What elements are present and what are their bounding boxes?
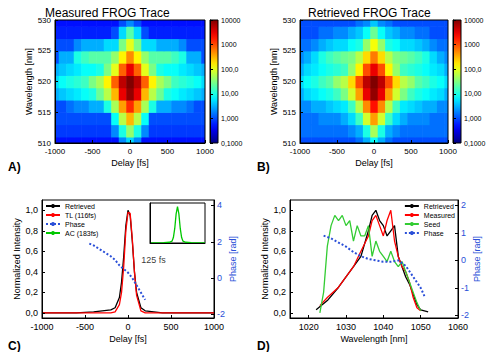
svg-text:0,4: 0,4 bbox=[25, 267, 38, 277]
svg-text:D): D) bbox=[257, 339, 270, 352]
svg-text:Wavelength [nm]: Wavelength [nm] bbox=[24, 48, 34, 115]
svg-text:-500: -500 bbox=[76, 322, 94, 332]
svg-text:Normalized Intensity: Normalized Intensity bbox=[260, 218, 270, 300]
svg-text:1000: 1000 bbox=[204, 322, 224, 332]
svg-text:100,0: 100,0 bbox=[464, 66, 482, 73]
svg-text:Phase [rad]: Phase [rad] bbox=[472, 236, 482, 282]
svg-text:10,00: 10,00 bbox=[221, 90, 239, 97]
svg-text:0,1000: 0,1000 bbox=[464, 140, 486, 147]
svg-text:Measured FROG Trace: Measured FROG Trace bbox=[45, 6, 170, 20]
svg-text:0,0: 0,0 bbox=[25, 308, 38, 318]
svg-text:10000: 10000 bbox=[464, 17, 484, 24]
svg-text:0,8: 0,8 bbox=[273, 226, 286, 236]
svg-text:-2: -2 bbox=[461, 310, 469, 320]
svg-text:Delay [fs]: Delay [fs] bbox=[109, 334, 147, 344]
svg-text:1030: 1030 bbox=[336, 322, 356, 332]
svg-text:510: 510 bbox=[282, 138, 296, 148]
svg-text:0: 0 bbox=[128, 147, 133, 156]
svg-text:500: 500 bbox=[161, 147, 175, 156]
svg-text:0,2: 0,2 bbox=[273, 287, 286, 297]
svg-text:1050: 1050 bbox=[411, 322, 431, 332]
svg-text:Retrieved: Retrieved bbox=[424, 203, 454, 210]
svg-text:520: 520 bbox=[283, 77, 297, 86]
svg-text:1,0: 1,0 bbox=[25, 205, 38, 215]
svg-text:Phase [rad]: Phase [rad] bbox=[228, 236, 238, 282]
svg-text:Phase: Phase bbox=[424, 230, 444, 237]
svg-text:100,0: 100,0 bbox=[221, 66, 239, 73]
svg-text:AC (183fs): AC (183fs) bbox=[65, 230, 98, 238]
svg-text:10000: 10000 bbox=[221, 17, 241, 24]
svg-text:1000: 1000 bbox=[439, 147, 457, 156]
svg-text:1020: 1020 bbox=[299, 322, 319, 332]
svg-text:Retrieved: Retrieved bbox=[65, 203, 95, 210]
svg-text:Delay [fs]: Delay [fs] bbox=[111, 158, 149, 168]
svg-text:Seed: Seed bbox=[424, 221, 440, 228]
svg-text:4: 4 bbox=[217, 200, 222, 210]
svg-text:0,6: 0,6 bbox=[25, 246, 38, 256]
svg-text:-500: -500 bbox=[329, 147, 346, 156]
svg-text:TL (116fs): TL (116fs) bbox=[65, 212, 96, 220]
svg-text:0,1000: 0,1000 bbox=[221, 140, 243, 147]
svg-text:510: 510 bbox=[37, 138, 51, 148]
svg-text:1040: 1040 bbox=[373, 322, 393, 332]
svg-text:0,0: 0,0 bbox=[273, 308, 286, 318]
svg-text:1000: 1000 bbox=[464, 41, 480, 48]
svg-text:A): A) bbox=[8, 160, 21, 174]
svg-text:0: 0 bbox=[217, 273, 222, 283]
svg-text:530: 530 bbox=[38, 16, 52, 25]
svg-text:Wavelength [nm]: Wavelength [nm] bbox=[269, 48, 279, 115]
svg-text:1000: 1000 bbox=[196, 147, 214, 156]
svg-text:525: 525 bbox=[283, 46, 297, 55]
svg-text:1: 1 bbox=[461, 228, 466, 238]
svg-text:B): B) bbox=[257, 160, 270, 174]
svg-text:Wavelength [nm]: Wavelength [nm] bbox=[340, 334, 407, 344]
svg-text:530: 530 bbox=[283, 16, 297, 25]
svg-text:Delay [fs]: Delay [fs] bbox=[355, 158, 393, 168]
svg-text:0,8: 0,8 bbox=[25, 226, 38, 236]
svg-text:525: 525 bbox=[38, 46, 52, 55]
svg-text:-1: -1 bbox=[461, 283, 469, 293]
svg-text:0: 0 bbox=[125, 322, 130, 332]
svg-text:Phase: Phase bbox=[65, 221, 85, 228]
svg-text:1,000: 1,000 bbox=[221, 115, 239, 122]
svg-text:10,00: 10,00 bbox=[464, 90, 482, 97]
svg-text:Measured: Measured bbox=[424, 212, 455, 219]
svg-text:C): C) bbox=[8, 339, 21, 352]
svg-text:500: 500 bbox=[163, 322, 178, 332]
svg-text:1060: 1060 bbox=[448, 322, 468, 332]
svg-text:0,4: 0,4 bbox=[273, 267, 286, 277]
svg-text:0: 0 bbox=[461, 255, 466, 265]
svg-text:1,0: 1,0 bbox=[273, 205, 286, 215]
svg-text:2: 2 bbox=[217, 237, 222, 247]
svg-text:Retrieved FROG Trace: Retrieved FROG Trace bbox=[308, 6, 431, 20]
svg-text:-1000: -1000 bbox=[290, 147, 311, 156]
svg-text:1,000: 1,000 bbox=[464, 115, 482, 122]
svg-text:-1000: -1000 bbox=[30, 322, 53, 332]
svg-text:-1000: -1000 bbox=[45, 147, 66, 156]
svg-text:-500: -500 bbox=[84, 147, 101, 156]
svg-text:2: 2 bbox=[461, 200, 466, 210]
svg-text:0,2: 0,2 bbox=[25, 287, 38, 297]
svg-text:0: 0 bbox=[372, 147, 377, 156]
svg-text:125 fs: 125 fs bbox=[141, 255, 166, 265]
svg-text:515: 515 bbox=[283, 108, 297, 117]
svg-text:Normalized Intensity: Normalized Intensity bbox=[12, 218, 22, 300]
svg-text:1000: 1000 bbox=[221, 41, 237, 48]
svg-text:520: 520 bbox=[38, 77, 52, 86]
svg-text:515: 515 bbox=[38, 108, 52, 117]
svg-text:-2: -2 bbox=[217, 309, 225, 319]
svg-text:500: 500 bbox=[404, 147, 418, 156]
svg-text:0,6: 0,6 bbox=[273, 246, 286, 256]
